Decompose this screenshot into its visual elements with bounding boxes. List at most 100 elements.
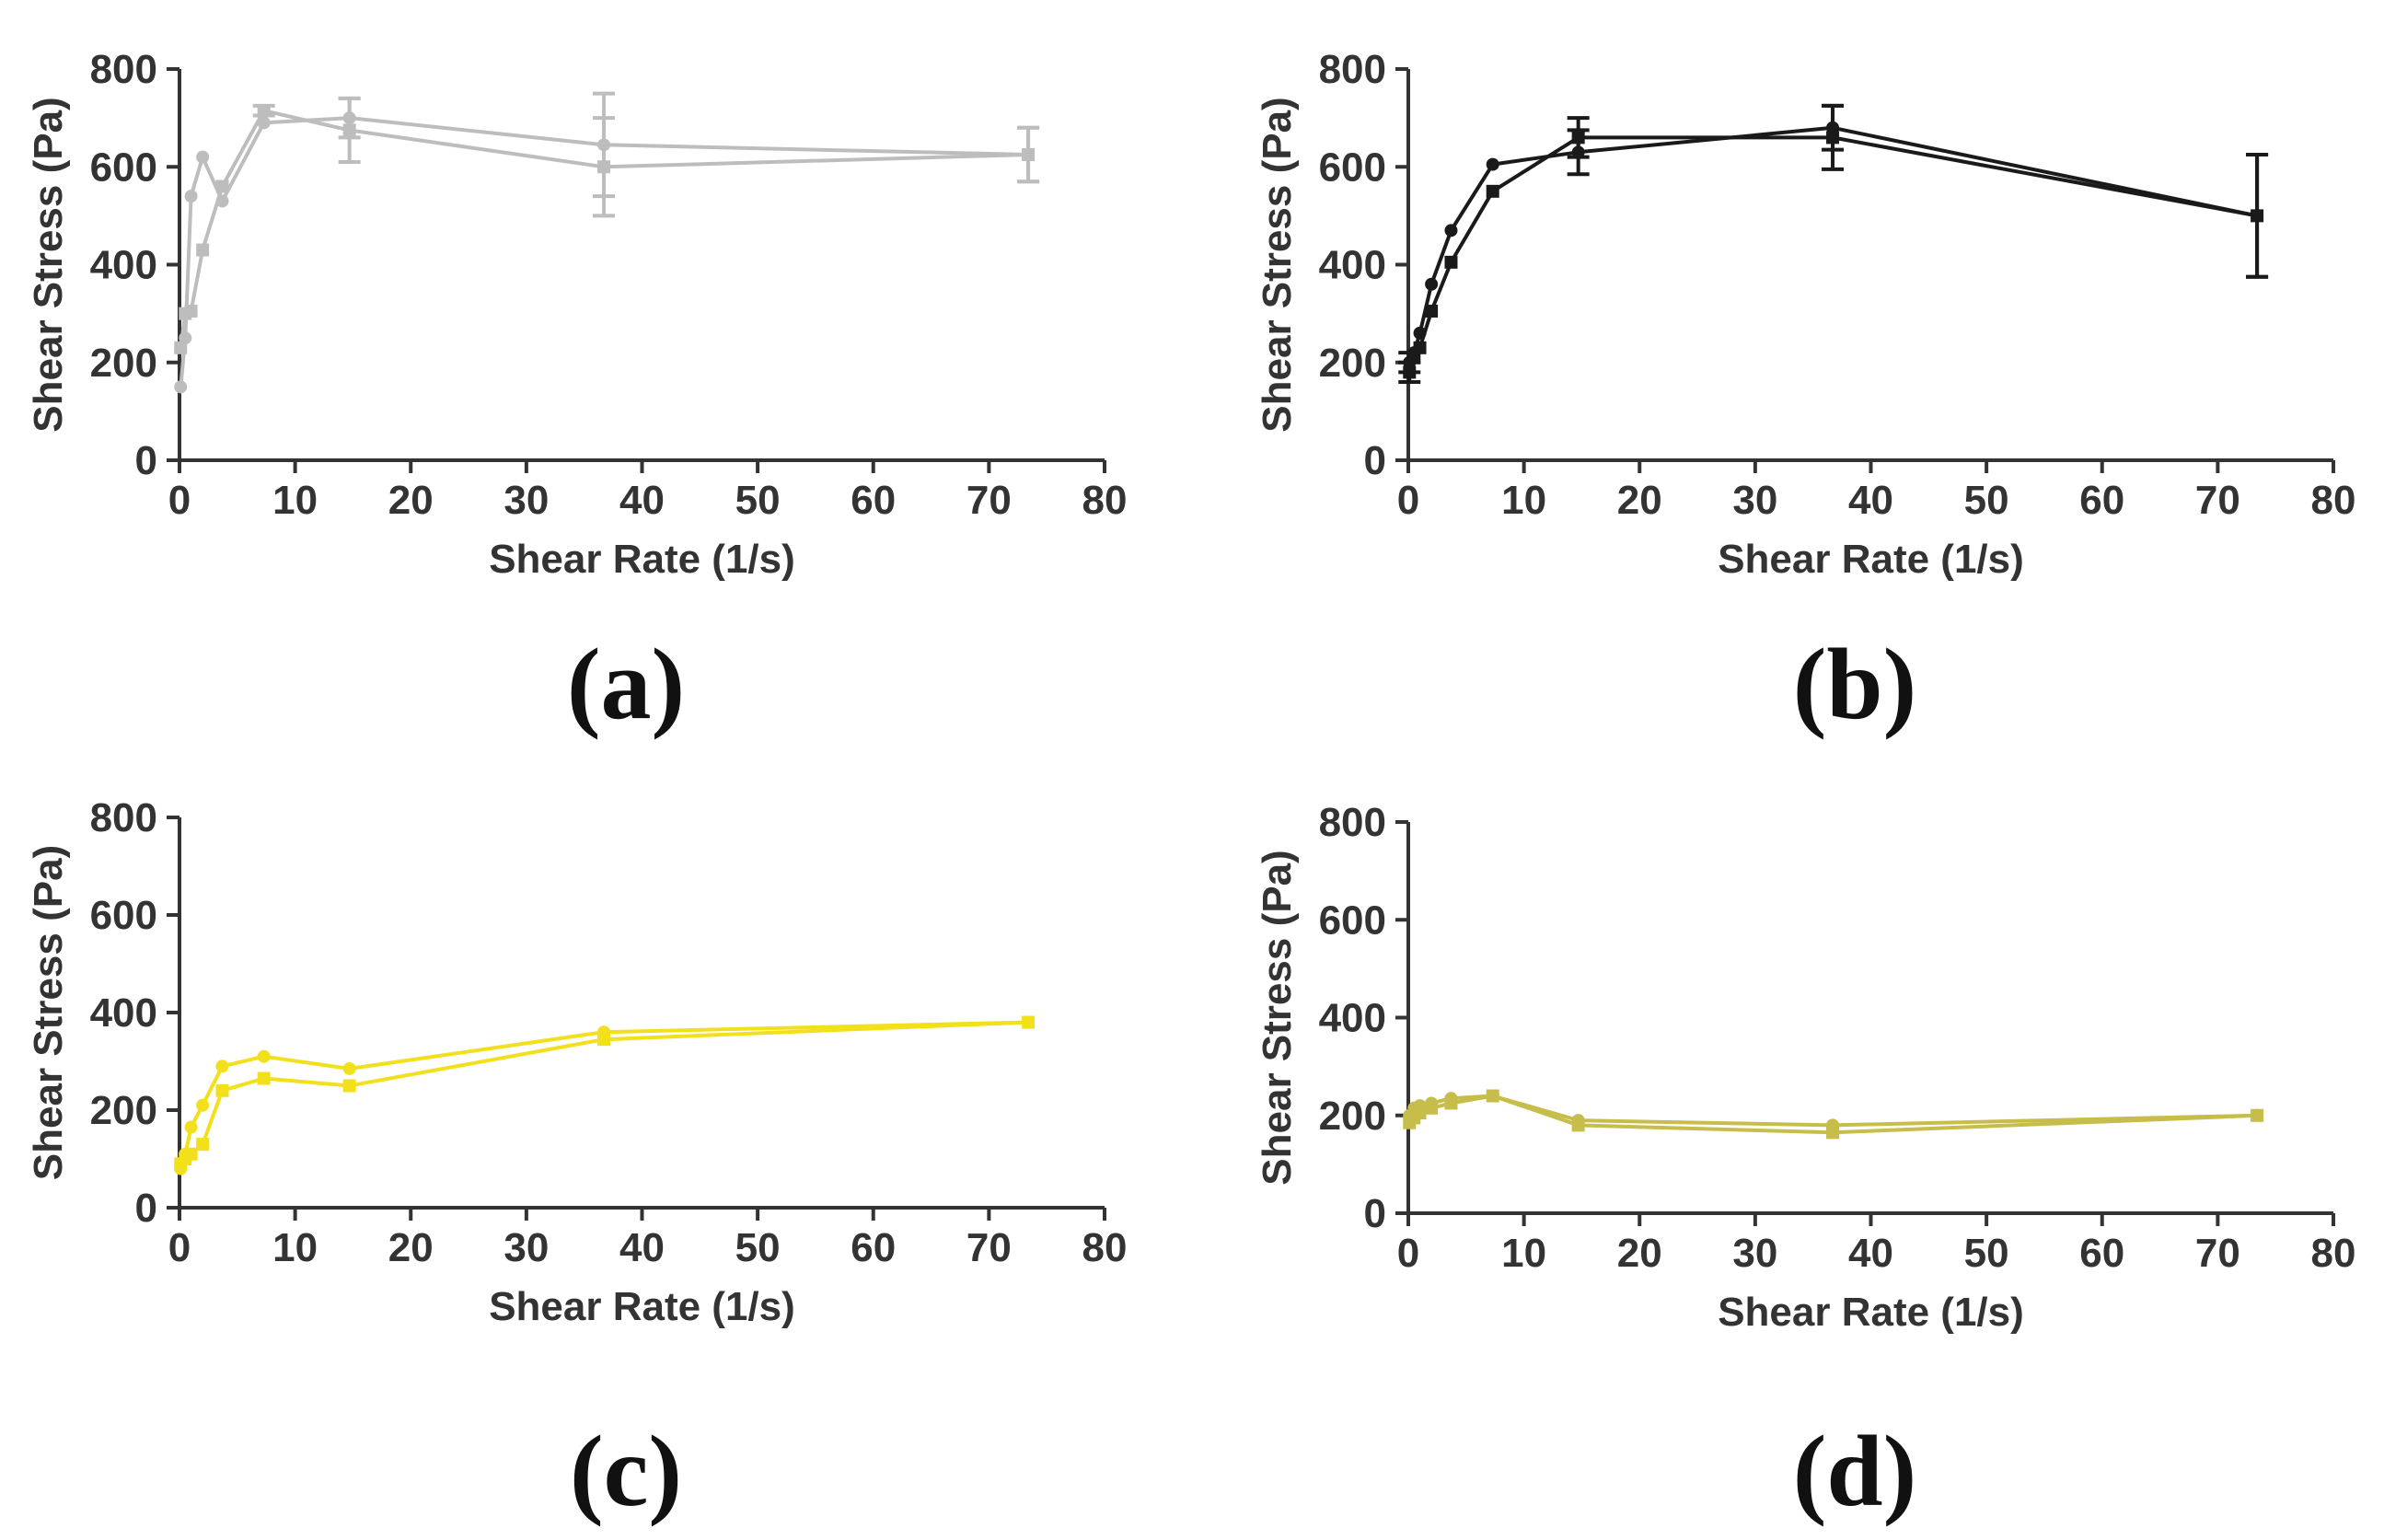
data-point-circle bbox=[342, 1061, 356, 1075]
panel-label-b: (b) bbox=[1793, 628, 1916, 740]
x-tick-label: 50 bbox=[1964, 1231, 2009, 1276]
data-point-square bbox=[174, 341, 188, 354]
data-point-square bbox=[257, 104, 271, 118]
data-point-square bbox=[1571, 1118, 1585, 1132]
x-tick-label: 0 bbox=[168, 1225, 191, 1270]
y-tick-label: 0 bbox=[1364, 438, 1386, 483]
data-point-square bbox=[1413, 1106, 1427, 1120]
data-point-square bbox=[184, 1147, 198, 1161]
data-point-square bbox=[1407, 351, 1421, 365]
y-tick-label: 400 bbox=[90, 990, 157, 1036]
data-point-square bbox=[257, 1071, 271, 1085]
data-point-square bbox=[1425, 304, 1439, 318]
y-tick-label: 400 bbox=[1319, 996, 1386, 1041]
x-tick-label: 80 bbox=[1082, 1225, 1128, 1270]
data-point-square bbox=[196, 1138, 210, 1152]
x-tick-label: 10 bbox=[1501, 1231, 1546, 1276]
data-point-square bbox=[215, 179, 229, 193]
x-tick-label: 80 bbox=[2311, 1231, 2356, 1276]
y-tick-label: 200 bbox=[90, 1088, 157, 1133]
data-point-circle bbox=[196, 150, 210, 164]
y-axis-title: Shear Stress (Pa) bbox=[1255, 97, 1300, 432]
y-tick-label: 600 bbox=[90, 893, 157, 938]
x-tick-label: 50 bbox=[735, 478, 781, 523]
data-point-square bbox=[342, 1079, 356, 1093]
data-point-square bbox=[1486, 1089, 1499, 1103]
y-axis-title: Shear Stress (Pa) bbox=[26, 97, 71, 432]
x-tick-label: 70 bbox=[2195, 1231, 2240, 1276]
data-point-square bbox=[1022, 147, 1036, 161]
x-tick-label: 20 bbox=[388, 478, 434, 523]
x-tick-label: 20 bbox=[1617, 478, 1662, 523]
x-tick-label: 0 bbox=[1397, 478, 1419, 523]
x-tick-label: 30 bbox=[503, 1225, 549, 1270]
x-tick-label: 60 bbox=[2079, 478, 2124, 523]
x-axis-title: Shear Rate (1/s) bbox=[489, 1284, 795, 1329]
x-axis-title: Shear Rate (1/s) bbox=[489, 537, 795, 582]
x-tick-label: 10 bbox=[272, 1225, 318, 1270]
data-point-circle bbox=[215, 1059, 229, 1073]
data-point-square bbox=[196, 243, 210, 257]
y-tick-label: 800 bbox=[90, 47, 157, 92]
data-point-square bbox=[184, 304, 198, 318]
x-tick-label: 40 bbox=[1848, 478, 1893, 523]
y-axis-title: Shear Stress (Pa) bbox=[26, 845, 71, 1180]
y-tick-label: 600 bbox=[1319, 897, 1386, 943]
x-tick-label: 0 bbox=[168, 478, 191, 523]
y-tick-label: 200 bbox=[90, 341, 157, 386]
data-point-square bbox=[215, 1083, 229, 1097]
data-point-circle bbox=[1425, 277, 1439, 291]
data-point-square bbox=[1444, 1096, 1458, 1110]
y-tick-label: 400 bbox=[90, 243, 157, 288]
y-axis-title: Shear Stress (Pa) bbox=[1255, 850, 1300, 1185]
x-tick-label: 0 bbox=[1397, 1231, 1419, 1276]
data-point-square bbox=[342, 123, 356, 137]
y-tick-label: 600 bbox=[90, 145, 157, 190]
x-tick-label: 40 bbox=[619, 478, 665, 523]
x-tick-label: 70 bbox=[966, 478, 1012, 523]
y-tick-label: 200 bbox=[1319, 1094, 1386, 1139]
x-tick-label: 70 bbox=[966, 1225, 1012, 1270]
y-tick-label: 400 bbox=[1319, 243, 1386, 288]
x-tick-label: 80 bbox=[1082, 478, 1128, 523]
data-point-square bbox=[2251, 209, 2264, 223]
data-point-square bbox=[2251, 1108, 2264, 1122]
x-tick-label: 30 bbox=[1732, 1231, 1777, 1276]
panel-label-a: (a) bbox=[567, 628, 685, 740]
x-tick-label: 10 bbox=[1501, 478, 1546, 523]
y-tick-label: 800 bbox=[1319, 47, 1386, 92]
y-tick-label: 0 bbox=[1364, 1191, 1386, 1236]
data-point-square bbox=[1486, 184, 1499, 198]
x-tick-label: 20 bbox=[1617, 1231, 1662, 1276]
x-tick-label: 10 bbox=[272, 478, 318, 523]
y-tick-label: 600 bbox=[1319, 145, 1386, 190]
x-tick-label: 60 bbox=[851, 1225, 896, 1270]
y-tick-label: 0 bbox=[135, 438, 157, 483]
data-point-circle bbox=[184, 1120, 198, 1134]
x-tick-label: 40 bbox=[1848, 1231, 1893, 1276]
data-point-square bbox=[1022, 1015, 1036, 1029]
x-tick-label: 30 bbox=[503, 478, 549, 523]
y-tick-label: 800 bbox=[90, 795, 157, 840]
x-tick-label: 70 bbox=[2195, 478, 2240, 523]
data-point-square bbox=[1413, 341, 1427, 354]
panel-label-d: (d) bbox=[1793, 1415, 1916, 1527]
data-point-square bbox=[597, 1033, 611, 1047]
data-point-circle bbox=[196, 1098, 210, 1112]
x-tick-label: 50 bbox=[735, 1225, 781, 1270]
data-point-square bbox=[597, 160, 611, 174]
x-tick-label: 20 bbox=[388, 1225, 434, 1270]
data-point-square bbox=[1571, 131, 1585, 145]
x-tick-label: 60 bbox=[2079, 1231, 2124, 1276]
series-line bbox=[1407, 135, 2258, 373]
data-point-circle bbox=[1444, 224, 1458, 237]
x-tick-label: 60 bbox=[851, 478, 896, 523]
x-tick-label: 80 bbox=[2311, 478, 2356, 523]
data-point-circle bbox=[174, 380, 188, 394]
panel-label-c: (c) bbox=[570, 1415, 682, 1527]
